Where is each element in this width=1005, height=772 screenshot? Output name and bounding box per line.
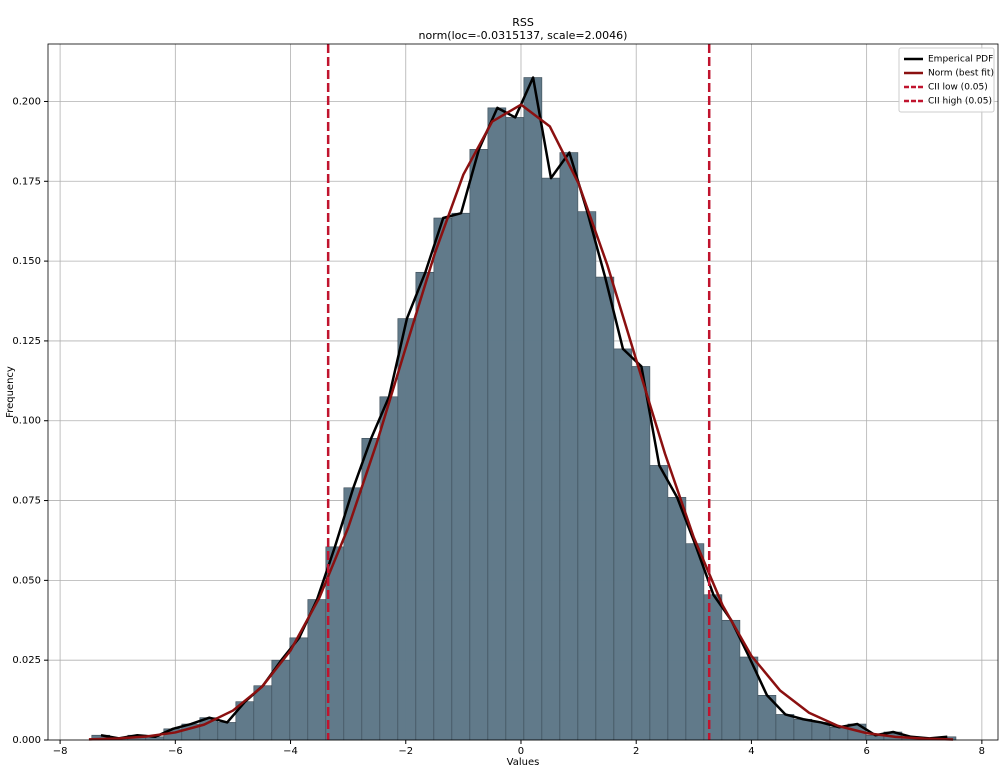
histogram-bar (523, 77, 543, 741)
line-series (88, 103, 954, 741)
histogram-bar (577, 211, 597, 741)
legend-box (898, 47, 995, 113)
histogram-bar (343, 487, 363, 741)
x-tick-label: 0 (518, 746, 524, 757)
histogram-bar (703, 594, 723, 741)
x-tick-label: −8 (53, 746, 68, 757)
x-tick-label: 6 (863, 746, 869, 757)
y-tick-label: 0.100 (12, 416, 41, 427)
legend: Emperical PDF Norm (best fit) CII low (0.0… (898, 47, 995, 113)
histogram-bar (505, 117, 525, 741)
histogram-bar (253, 685, 273, 741)
histogram-bar (415, 271, 435, 741)
histogram-bar (307, 599, 327, 741)
x-tick-label: 4 (748, 746, 754, 757)
histogram-bar (397, 318, 417, 741)
y-tick-label: 0.150 (12, 256, 41, 267)
x-tick-label: −4 (283, 746, 298, 757)
y-axis-label: Frequency (5, 366, 16, 418)
legend-label: CII low (0.05) (928, 83, 988, 93)
chart-title: RSS (512, 16, 534, 29)
x-tick-label: 8 (979, 746, 985, 757)
y-tick-label: 0.200 (12, 96, 41, 107)
chart-subtitle: norm(loc=-0.0315137, scale=2.0046) (419, 29, 628, 42)
x-tick-label: −2 (398, 746, 413, 757)
y-tick-label: 0.125 (12, 336, 41, 347)
y-tick-label: 0.050 (12, 575, 41, 586)
histogram-bar (541, 177, 561, 741)
legend-label: CII high (0.05) (928, 97, 992, 107)
x-tick-label: −6 (168, 746, 183, 757)
histogram-bar (289, 637, 309, 741)
x-tick-label: 2 (633, 746, 639, 757)
y-tick-label: 0.175 (12, 176, 41, 187)
histogram-bar (685, 543, 705, 741)
histogram-bar (613, 348, 633, 741)
y-tick-label: 0.075 (12, 496, 41, 507)
histogram-bar (361, 437, 381, 741)
histogram-bar (793, 718, 813, 741)
histogram-bar (487, 107, 507, 741)
histogram-bar (631, 366, 651, 741)
x-axis-label: Values (507, 757, 540, 768)
histogram-bar (559, 152, 579, 741)
histogram-bar (649, 465, 669, 741)
legend-label: Emperical PDF (928, 55, 993, 65)
histogram-bar (595, 276, 615, 741)
y-tick-label: 0.025 (12, 655, 41, 666)
histogram-bar (667, 497, 687, 741)
histogram-bar (829, 726, 849, 741)
line-series (100, 76, 948, 740)
histogram-bar (379, 396, 399, 741)
histogram-bar (469, 149, 489, 741)
histogram-bar (775, 714, 795, 741)
legend-label: Norm (best fit) (928, 69, 994, 79)
histogram-bar (217, 722, 237, 741)
y-tick-label: 0.000 (12, 735, 41, 746)
histogram-bar (433, 217, 453, 741)
plot-frame (47, 43, 999, 741)
histogram-bar (721, 619, 741, 741)
histogram-bar (451, 212, 471, 741)
